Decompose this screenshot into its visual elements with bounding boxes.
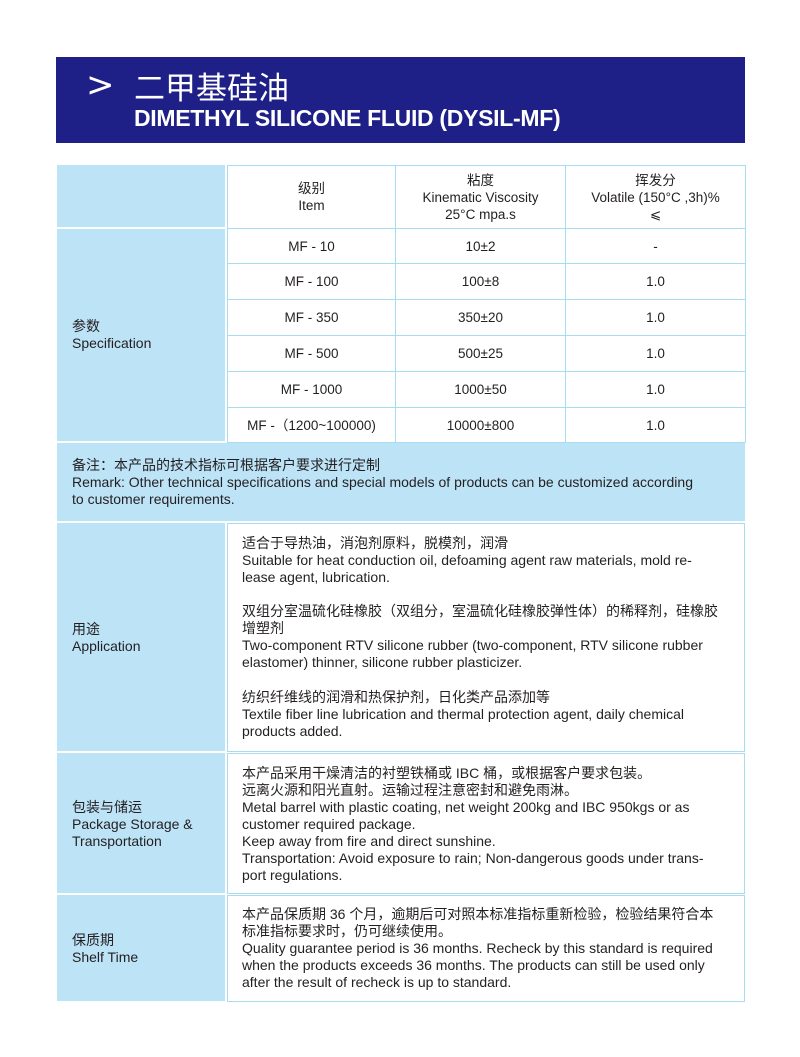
shelf-content-cell [227,895,745,1002]
package-label-cell [57,753,225,893]
application-item-2: 双组分室温硫化硅橡胶（双组分，室温硫化硅橡胶弹性体）的稀释剂，硅橡胶 增塑剂 Two… [242,603,718,670]
column-header: 粘度 Kinematic Viscosity 25°C mpa.s [395,165,566,229]
table-cell: 1.0 [565,299,746,336]
header-label-cell [57,165,225,227]
table-cell: MF - 500 [227,335,396,372]
column-header: 挥发分 Volatile (150°C ,3h)% ⩽ [565,165,746,229]
column-header-text: Item [298,198,325,213]
table-cell: MF - 10 [227,228,396,264]
table-cell: 350±20 [395,299,566,336]
column-header-text: 粘度 [467,172,494,188]
table-cell: 1000±50 [395,371,566,408]
shelf-text: 本产品保质期 36 个月，逾期后可对照本标准指标重新检验，检验结果符合本 标准指标… [242,906,714,990]
table-cell: MF - 350 [227,299,396,336]
application-content-cell [227,523,745,752]
chevron-right-icon: > [86,65,115,105]
package-text: 本产品采用干燥清洁的衬塑铁桶或 IBC 桶，或根据客户要求包装。 远离火源和阳光直… [242,765,704,883]
application-label: 用途 Application [72,621,141,654]
column-header-text: 挥发分 [635,172,676,188]
application-item-1: 适合于导热油，消泡剂原料，脱模剂，润滑 Suitable for heat con… [242,535,692,585]
column-header-text: Kinematic Viscosity [422,189,539,205]
title-banner: > 二甲基硅油 DIMETHYL SILICONE FLUID (DYSIL-M… [56,57,745,143]
remark-box [57,443,745,521]
table-cell: MF -（1200~100000) [227,407,396,443]
application-item-3: 纺织纤维线的润滑和热保护剂，日化类产品添加等 Textile fiber line… [242,689,685,739]
table-cell: - [565,228,746,264]
column-header-text: 级别 [298,181,325,196]
remark-text: 备注：本产品的技术指标可根据客户要求进行定制 Remark: Other tech… [72,457,693,507]
title-en: DIMETHYL SILICONE FLUID (DYSIL-MF) [134,105,561,131]
column-header-text: 25°C mpa.s [445,206,516,222]
spec-label: 参数 Specification [72,318,152,351]
table-cell: 1.0 [565,371,746,408]
package-label: 包装与储运 Package Storage & Transportation [72,799,193,849]
title-cn: 二甲基硅油 [134,71,289,107]
package-content-cell [227,753,745,894]
column-header-text: ⩽ [649,206,662,222]
column-header-text: Volatile (150°C ,3h)% [591,189,720,205]
table-cell: 500±25 [395,335,566,372]
application-label-cell [57,523,225,751]
spec-label-cell [57,229,225,441]
table-cell: 1.0 [565,263,746,300]
shelf-label: 保质期 Shelf Time [72,932,139,965]
table-cell: MF - 1000 [227,371,396,408]
shelf-label-cell [57,895,225,1001]
table-cell: 1.0 [565,407,746,443]
column-header: 级别 Item [227,165,396,229]
table-cell: 10±2 [395,228,566,264]
table-cell: MF - 100 [227,263,396,300]
table-cell: 1.0 [565,335,746,372]
table-cell: 10000±800 [395,407,566,443]
table-cell: 100±8 [395,263,566,300]
